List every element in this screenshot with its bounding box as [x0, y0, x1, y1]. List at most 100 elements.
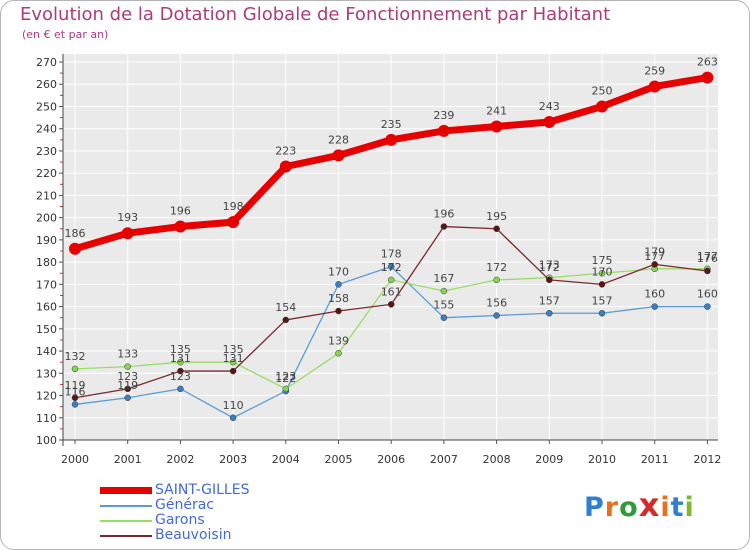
- data-point-saint-gilles: [174, 220, 187, 233]
- y-tick-label: 170: [36, 278, 57, 291]
- data-label-generac: 155: [433, 299, 454, 312]
- x-tick-label: 2008: [483, 453, 511, 466]
- data-label-garons: 132: [65, 350, 86, 363]
- data-label-saint-gilles: 228: [328, 133, 349, 146]
- data-label-garons: 172: [486, 261, 507, 274]
- logo-letter: o: [619, 492, 639, 523]
- x-tick-label: 2006: [377, 453, 405, 466]
- data-label-garons: 123: [275, 370, 296, 383]
- logo-letter: i: [684, 492, 695, 523]
- data-label-generac: 160: [697, 288, 718, 301]
- logo-letter: i: [660, 492, 671, 523]
- data-point-garons: [440, 287, 448, 295]
- data-label-saint-gilles: 259: [644, 64, 665, 77]
- data-label-beauvoisin: 154: [275, 301, 296, 314]
- data-point-saint-gilles: [279, 160, 292, 173]
- data-point-saint-gilles: [437, 124, 450, 137]
- data-label-saint-gilles: 263: [697, 56, 718, 69]
- data-label-garons: 139: [328, 334, 349, 347]
- data-label-saint-gilles: 241: [486, 104, 507, 117]
- data-label-generac: 110: [223, 399, 244, 412]
- y-tick-label: 210: [36, 189, 57, 202]
- legend-label-saint-gilles: SAINT-GILLES: [155, 482, 250, 498]
- data-label-generac: 156: [486, 296, 507, 309]
- data-label-beauvoisin: 158: [328, 292, 349, 305]
- x-tick-label: 2002: [166, 453, 194, 466]
- data-point-beauvoisin: [229, 367, 237, 375]
- data-label-generac: 119: [117, 379, 138, 392]
- data-label-saint-gilles: 243: [539, 100, 560, 113]
- data-point-saint-gilles: [648, 80, 661, 93]
- data-point-garons: [598, 269, 606, 277]
- y-tick-label: 130: [36, 367, 57, 380]
- data-point-beauvoisin: [546, 276, 553, 284]
- x-tick-label: 2001: [114, 453, 142, 466]
- data-point-generac: [71, 401, 79, 408]
- data-point-garons: [229, 358, 237, 366]
- data-label-garons: 135: [223, 343, 244, 356]
- data-label-garons: 177: [644, 250, 665, 263]
- data-label-saint-gilles: 250: [592, 84, 613, 97]
- data-point-beauvoisin: [704, 267, 711, 275]
- data-point-generac: [493, 312, 500, 319]
- y-tick-label: 160: [36, 301, 57, 314]
- x-tick-label: 2003: [219, 453, 247, 466]
- y-tick-label: 200: [36, 212, 57, 225]
- data-point-beauvoisin: [335, 307, 342, 315]
- data-label-beauvoisin: 176: [697, 252, 718, 265]
- chart-subtitle: (en € et par an): [22, 28, 109, 41]
- data-point-beauvoisin: [71, 394, 79, 402]
- legend-swatch-beauvoisin: [100, 535, 152, 537]
- data-label-generac: 116: [65, 385, 86, 398]
- y-tick-label: 100: [36, 434, 57, 447]
- legend-label-generac: Générac: [155, 497, 214, 513]
- logo-letter: P: [584, 492, 605, 523]
- data-point-generac: [704, 303, 711, 310]
- data-label-beauvoisin: 172: [539, 261, 560, 274]
- y-tick-label: 150: [36, 323, 57, 336]
- data-point-generac: [387, 263, 395, 270]
- data-point-garons: [493, 276, 500, 284]
- data-label-generac: 122: [275, 372, 296, 385]
- legend-swatch-saint-gilles: [100, 487, 152, 494]
- data-label-saint-gilles: 223: [275, 145, 296, 158]
- data-point-generac: [546, 310, 553, 317]
- data-point-generac: [124, 394, 131, 402]
- x-tick-label: 2012: [693, 453, 721, 466]
- x-tick-label: 2000: [61, 453, 89, 466]
- data-label-saint-gilles: 239: [433, 109, 454, 122]
- data-point-saint-gilles: [543, 116, 556, 129]
- data-label-beauvoisin: 161: [381, 285, 402, 298]
- y-tick-label: 190: [36, 234, 57, 247]
- data-point-saint-gilles: [227, 216, 240, 229]
- data-label-beauvoisin: 170: [592, 265, 613, 278]
- x-tick-label: 2004: [272, 453, 300, 466]
- logo-letter: t: [670, 492, 685, 523]
- data-point-saint-gilles: [385, 133, 398, 146]
- legend-label-beauvoisin: Beauvoisin: [155, 527, 232, 543]
- data-label-generac: 170: [328, 265, 349, 278]
- data-label-beauvoisin: 131: [170, 352, 191, 365]
- y-tick-label: 260: [36, 78, 57, 91]
- logo-letter: x: [638, 486, 661, 524]
- data-point-garons: [335, 350, 342, 357]
- data-point-generac: [651, 303, 658, 310]
- data-point-saint-gilles: [332, 149, 345, 162]
- y-tick-label: 120: [36, 390, 57, 403]
- y-tick-label: 180: [36, 256, 57, 269]
- proxiti-logo: Proxiti: [584, 486, 695, 524]
- x-tick-label: 2005: [325, 453, 353, 466]
- plot-area: [63, 54, 718, 440]
- data-point-generac: [440, 314, 448, 321]
- data-point-generac: [598, 310, 606, 317]
- data-point-generac: [229, 414, 237, 422]
- y-tick-label: 230: [36, 145, 57, 158]
- data-point-beauvoisin: [177, 367, 184, 375]
- data-point-beauvoisin: [598, 281, 606, 288]
- data-label-saint-gilles: 235: [381, 118, 402, 131]
- data-point-garons: [282, 385, 290, 393]
- data-label-saint-gilles: 196: [170, 205, 191, 218]
- data-label-saint-gilles: 193: [117, 211, 138, 224]
- data-label-beauvoisin: 196: [433, 208, 454, 221]
- legend-swatch-generac: [100, 505, 152, 507]
